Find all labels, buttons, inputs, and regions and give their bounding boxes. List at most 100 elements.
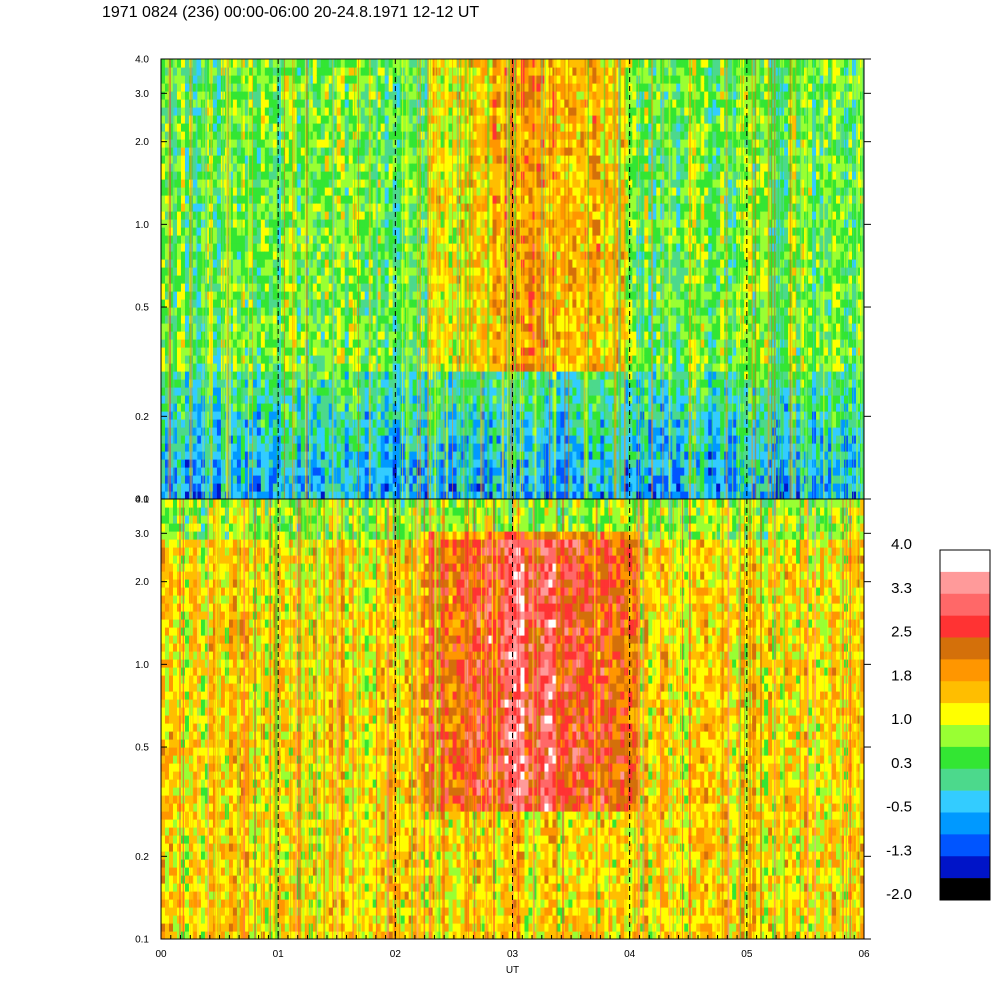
heatmap-cell (248, 267, 254, 276)
heatmap-cell (320, 195, 326, 204)
heatmap-cell (184, 275, 190, 284)
heatmap-cell (368, 299, 374, 308)
heatmap-cell (380, 187, 386, 196)
heatmap-cell (216, 323, 222, 332)
heatmap-cell (172, 227, 178, 236)
heatmap-cell (216, 299, 222, 308)
heatmap-cell (396, 387, 402, 396)
heatmap-cell (192, 491, 198, 499)
heatmap-cell (252, 275, 258, 284)
heatmap-cell (244, 443, 250, 452)
heatmap-cell (336, 307, 342, 316)
heatmap-cell (236, 283, 242, 292)
heatmap-cell (256, 227, 262, 236)
heatmap-cell (192, 155, 198, 164)
heatmap-cell (320, 227, 326, 236)
heatmap-cell (388, 235, 394, 244)
heatmap-cell (300, 187, 306, 196)
heatmap-cell (388, 155, 394, 164)
heatmap-cell (244, 339, 250, 348)
heatmap-cell (396, 211, 402, 220)
heatmap-cell (348, 91, 354, 100)
heatmap-cell (168, 331, 174, 340)
heatmap-cell (496, 171, 502, 180)
heatmap-cell (380, 251, 386, 260)
heatmap-cell (184, 83, 190, 92)
heatmap-cell (272, 195, 278, 204)
heatmap-cell (408, 139, 414, 148)
heatmap-cell (248, 59, 254, 68)
heatmap-cell (408, 419, 414, 428)
heatmap-cell (240, 251, 246, 260)
heatmap-cell (448, 379, 454, 388)
heatmap-cell (264, 355, 270, 364)
heatmap-cell (276, 395, 282, 404)
heatmap-cell (316, 467, 322, 476)
heatmap-cell (268, 179, 274, 188)
heatmap-cell (244, 299, 250, 308)
heatmap-cell (244, 67, 250, 76)
heatmap-cell (164, 435, 170, 444)
heatmap-cell (248, 211, 254, 220)
heatmap-cell (196, 379, 202, 388)
heatmap-cell (376, 59, 382, 68)
heatmap-cell (448, 211, 454, 220)
heatmap-cell (196, 67, 202, 76)
heatmap-cell (396, 139, 402, 148)
heatmap-cell (316, 155, 322, 164)
heatmap-cell (312, 331, 318, 340)
heatmap-cell (464, 491, 470, 499)
heatmap-cell (308, 211, 314, 220)
heatmap-cell (516, 443, 522, 452)
heatmap-cell (380, 155, 386, 164)
heatmap-cell (228, 411, 234, 420)
heatmap-cell (324, 171, 330, 180)
heatmap-cell (376, 491, 382, 499)
heatmap-cell (492, 347, 498, 356)
heatmap-cell (172, 291, 178, 300)
heatmap-cell (436, 283, 442, 292)
heatmap-cell (324, 299, 330, 308)
heatmap-cell (180, 67, 186, 76)
heatmap-cell (508, 107, 514, 116)
heatmap-cell (396, 355, 402, 364)
heatmap-cell (168, 451, 174, 460)
heatmap-cell (340, 83, 346, 92)
heatmap-cell (316, 379, 322, 388)
heatmap-cell (340, 331, 346, 340)
heatmap-cell (484, 235, 490, 244)
heatmap-cell (340, 387, 346, 396)
heatmap-cell (308, 363, 314, 372)
heatmap-cell (256, 491, 262, 499)
heatmap-cell (364, 75, 370, 84)
heatmap-cell (196, 243, 202, 252)
heatmap-cell (236, 387, 242, 396)
heatmap-cell (192, 251, 198, 260)
heatmap-cell (192, 467, 198, 476)
heatmap-cell (296, 75, 302, 84)
heatmap-cell (260, 187, 266, 196)
heatmap-cell (328, 411, 334, 420)
heatmap-cell (320, 411, 326, 420)
heatmap-cell (328, 171, 334, 180)
heatmap-cell (216, 187, 222, 196)
heatmap-cell (300, 379, 306, 388)
heatmap-cell (476, 99, 482, 108)
heatmap-cell (448, 315, 454, 324)
heatmap-cell (288, 427, 294, 436)
heatmap-cell (364, 91, 370, 100)
heatmap-cell (476, 147, 482, 156)
heatmap-cell (516, 195, 522, 204)
heatmap-cell (240, 483, 246, 492)
heatmap-cell (380, 219, 386, 228)
heatmap-cell (448, 275, 454, 284)
heatmap-cell (416, 163, 422, 172)
heatmap-cell (416, 395, 422, 404)
heatmap-cell (172, 83, 178, 92)
heatmap-cell (268, 363, 274, 372)
heatmap-cell (288, 155, 294, 164)
heatmap-cell (212, 67, 218, 76)
heatmap-cell (256, 291, 262, 300)
heatmap-cell (164, 131, 170, 140)
heatmap-cell (388, 227, 394, 236)
